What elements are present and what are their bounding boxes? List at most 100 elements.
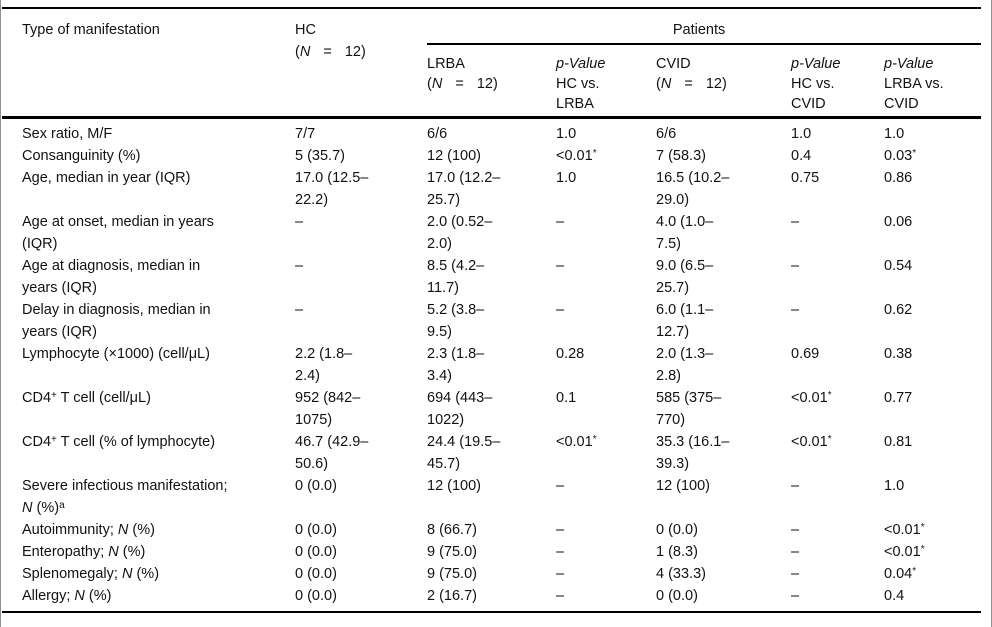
cell: – [791,544,800,560]
row-label: Severe infectious manifestation; N (%)a [22,478,228,516]
cell: 0.81 [884,434,913,450]
cell: 2.3 (1.8– 3.4) [427,346,485,384]
cell: 0 (0.0) [656,522,698,538]
cell: 1 (8.3) [656,544,698,560]
cell: 5 (35.7) [295,148,345,164]
cell: – [556,544,565,560]
table-row: Delay in diagnosis, median in years (IQR… [2,299,981,343]
row-label: Age, median in year (IQR) [22,170,191,186]
cell: <0.01* [556,148,597,164]
table-row: CD4+ T cell (% of lymphocyte) 46.7 (42.9–… [2,431,981,475]
cell: 17.0 (12.2– 25.7) [427,170,501,208]
cell: – [791,478,800,494]
cell: 1.0 [884,478,905,494]
row-label: Delay in diagnosis, median in years (IQR… [22,302,211,340]
cell: – [791,258,800,274]
cell: 6/6 [427,126,448,142]
cell: 8.5 (4.2– 11.7) [427,258,485,296]
manifestations-comparison-table: Type of manifestation HC (N = 12) Patien… [2,7,982,613]
row-label: Allergy; N (%) [22,588,112,604]
table-row: Age at onset, median in years (IQR) – 2.0 … [2,211,981,255]
cell: 12 (100) [427,478,482,494]
column-header-pvalue-hc-vs-lrba: p-Value HC vs. LRBA [556,56,606,112]
table-header: Type of manifestation HC (N = 12) Patien… [2,8,982,118]
cell: 6/6 [656,126,677,142]
cell: 2.0 (0.52– 2.0) [427,214,493,252]
table-row: Lymphocyte (×1000) (cell/μL) 2.2 (1.8– 2.… [2,343,981,387]
cell: <0.01* [791,434,832,450]
cell: 0.86 [884,170,913,186]
row-label: Age at onset, median in years (IQR) [22,214,214,252]
cell: <0.01* [556,434,597,450]
cell: 2 (16.7) [427,588,477,604]
column-header-hc: HC (N = 12) [295,22,366,60]
column-header-lrba: LRBA (N = 12) [427,56,498,92]
cell: 0.04* [884,566,917,582]
cell: 0 (0.0) [295,544,337,560]
cell: 0.69 [791,346,820,362]
cell: 12 (100) [656,478,711,494]
cell: 46.7 (42.9– 50.6) [295,434,369,472]
column-header-cvid: CVID (N = 12) [656,56,727,92]
table-row: Severe infectious manifestation; N (%)a 0… [2,475,981,519]
cell: 9.0 (6.5– 25.7) [656,258,714,296]
cell: 0.4 [884,588,905,604]
cell: – [791,588,800,604]
cell: 2.2 (1.8– 2.4) [295,346,353,384]
cell: 1.0 [791,126,812,142]
column-header-pvalue-hc-vs-cvid: p-Value HC vs. CVID [791,56,841,112]
cell: – [556,302,565,318]
cell: 1.0 [556,126,577,142]
cell: – [556,214,565,230]
cell: 0.1 [556,390,577,406]
cell: – [556,522,565,538]
cell: 0 (0.0) [656,588,698,604]
column-header-type-of-manifestation: Type of manifestation [22,22,160,38]
row-label: Enteropathy; N (%) [22,544,146,560]
row-label: Consanguinity (%) [22,148,141,164]
row-label: CD4+ T cell (cell/μL) [22,390,151,406]
cell: 24.4 (19.5– 45.7) [427,434,501,472]
row-label: Age at diagnosis, median in years (IQR) [22,258,201,296]
column-group-header-patients: Patients [427,8,982,45]
cell: 952 (842– 1075) [295,390,361,428]
cell: – [556,478,565,494]
cell: – [556,258,565,274]
table-row: Age, median in year (IQR) 17.0 (12.5– 22.… [2,167,981,211]
cell: 4 (33.3) [656,566,706,582]
table-row: Allergy; N (%) 0 (0.0) 2 (16.7) – 0 (0.0) – 0.… [2,585,981,612]
cell: 16.5 (10.2– 29.0) [656,170,730,208]
cell: 0.62 [884,302,913,318]
cell: 0.03* [884,148,917,164]
cell: 0.75 [791,170,820,186]
cell: – [791,522,800,538]
cell: 2.0 (1.3– 2.8) [656,346,714,384]
cell: 6.0 (1.1– 12.7) [656,302,714,340]
cell: 0.38 [884,346,913,362]
header-row-subcolumns: LRBA (N = 12) p-Value HC vs. LRBA CVID (… [2,44,981,118]
cell: 0 (0.0) [295,566,337,582]
cell: – [791,214,800,230]
table-body: Sex ratio, M/F 7/7 6/6 1.0 6/6 1.0 1.0 Consangu… [2,118,981,613]
cell: 7 (58.3) [656,148,706,164]
table-row: Sex ratio, M/F 7/7 6/6 1.0 6/6 1.0 1.0 [2,118,981,146]
row-label: Sex ratio, M/F [22,126,113,142]
cell: <0.01* [884,522,925,538]
table-row: CD4+ T cell (cell/μL) 952 (842– 1075) 694 … [2,387,981,431]
table-row: Consanguinity (%) 5 (35.7) 12 (100) <0.01* 7… [2,145,981,167]
cell: 7/7 [295,126,316,142]
cell: 0.54 [884,258,913,274]
cell: 0 (0.0) [295,588,337,604]
cell: 17.0 (12.5– 22.2) [295,170,369,208]
cell: 1.0 [884,126,905,142]
cell: 0.77 [884,390,913,406]
row-label: CD4+ T cell (% of lymphocyte) [22,434,216,450]
cell: – [791,566,800,582]
header-row-groups: Type of manifestation HC (N = 12) Patien… [2,8,982,60]
row-label: Lymphocyte (×1000) (cell/μL) [22,346,210,362]
table-row: Autoimmunity; N (%) 0 (0.0) 8 (66.7) – 0 (0.… [2,519,981,541]
cell: 0.06 [884,214,913,230]
cell: 9 (75.0) [427,566,477,582]
cell: 694 (443– 1022) [427,390,493,428]
